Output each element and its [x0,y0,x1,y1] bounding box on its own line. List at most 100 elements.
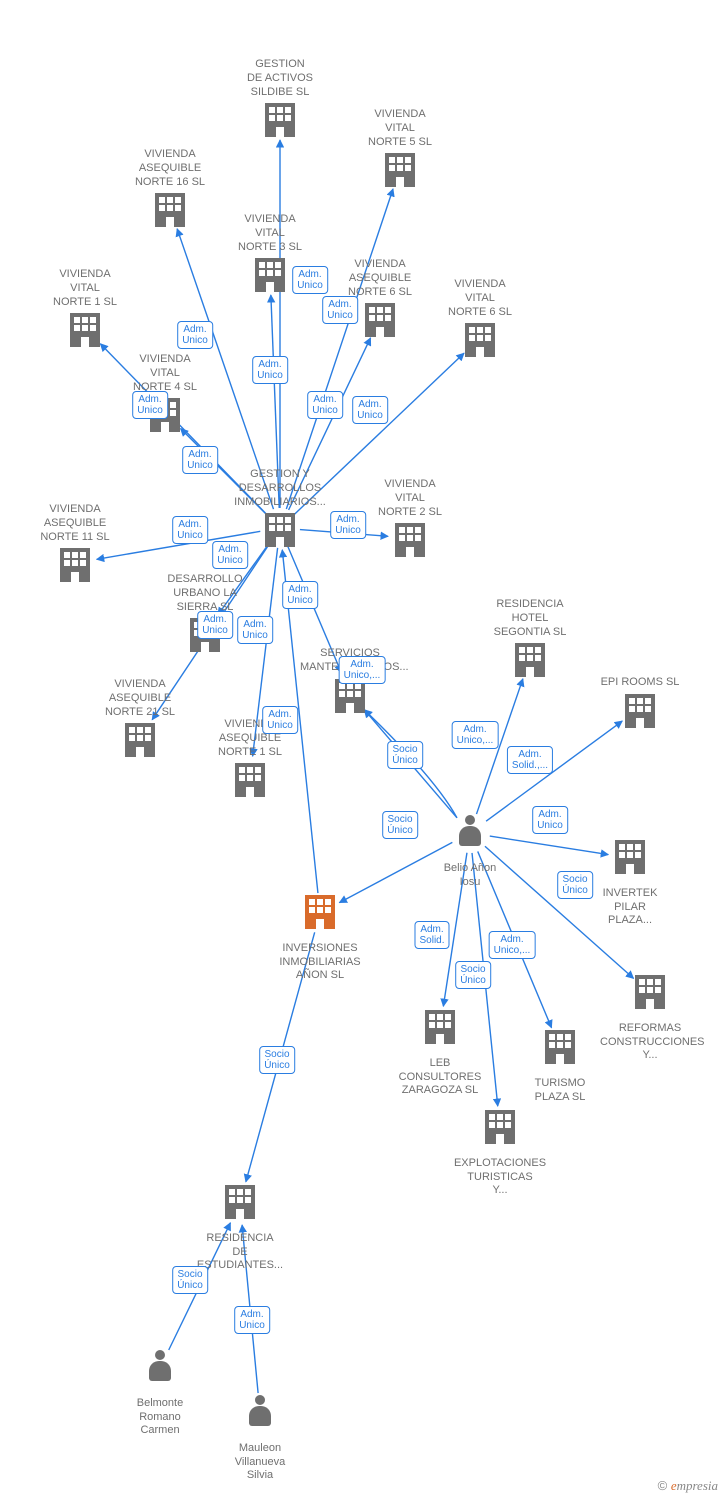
node-label: VIVIENDAASEQUIBLENORTE 16 SL [120,148,220,189]
edge-label: Adm.Solid. [414,921,449,949]
building-icon [233,763,267,801]
node-inversiones[interactable]: INVERSIONESINMOBILIARIASAÑON SL [270,895,370,983]
node-label: EPI ROOMS SL [590,676,690,690]
node-belio[interactable]: Belio AñonIosu [420,815,520,889]
node-label: Belio AñonIosu [420,862,520,890]
edge-label: Adm.Unico [307,391,343,419]
building-icon [263,513,297,551]
building-icon [393,523,427,561]
node-turismo[interactable]: TURISMOPLAZA SL [510,1030,610,1104]
edge-label: SocioÚnico [382,811,418,839]
node-label: LEBCONSULTORESZARAGOZA SL [390,1057,490,1098]
node-label: RESIDENCIAHOTELSEGONTIA SL [480,598,580,639]
building-icon [383,153,417,191]
edge-label: Adm.Unico [330,511,366,539]
node-label: REFORMASCONSTRUCCIONESY... [600,1022,700,1063]
node-label: VIVIENDAVITALNORTE 6 SL [430,278,530,319]
node-label: GESTION YDESARROLLOSINMOBILIARIOS... [230,468,330,509]
edge-label: Adm.Unico [282,581,318,609]
building-icon [613,840,647,878]
building-icon [263,103,297,141]
node-label: DESARROLLOURBANO LASIERRA SL [155,573,255,614]
node-vital6[interactable]: VIVIENDAVITALNORTE 6 SL [430,278,530,366]
edge-label: SocioÚnico [172,1266,208,1294]
building-icon [68,313,102,351]
node-aseq21[interactable]: VIVIENDAASEQUIBLENORTE 21 SL [90,678,190,766]
node-label: TURISMOPLAZA SL [510,1077,610,1105]
building-icon [123,723,157,761]
edge-label: Adm.Unico [292,266,328,294]
node-residencia_est[interactable]: RESIDENCIADEESTUDIANTES... [190,1185,290,1273]
edge-label: Adm.Unico [172,516,208,544]
person-icon [243,1395,277,1433]
building-icon [333,679,367,717]
edge-label: Adm.Solid.,... [507,746,553,774]
node-label: VIVIENDAVITALNORTE 5 SL [350,108,450,149]
node-label: VIVIENDAASEQUIBLENORTE 21 SL [90,678,190,719]
edge-label: Adm.Unico [262,706,298,734]
edge-label: Adm.Unico [322,296,358,324]
building-icon [513,643,547,681]
edge-label: Adm.Unico [182,446,218,474]
node-reformas[interactable]: REFORMASCONSTRUCCIONESY... [600,975,700,1063]
node-label: BelmonteRomanoCarmen [110,1397,210,1438]
edge-label: SocioÚnico [259,1046,295,1074]
edge-label: Adm.Unico [197,611,233,639]
node-label: EXPLOTACIONESTURISTICASY... [450,1157,550,1198]
building-icon [463,323,497,361]
node-epi_rooms[interactable]: EPI ROOMS SL [590,676,690,737]
building-icon [483,1110,517,1148]
edge-label: Adm.Unico,... [452,721,499,749]
diagram-canvas: GESTIONDE ACTIVOSSILDIBE SL VIVIENDAVITAL… [0,0,728,1500]
node-label: VIVIENDAASEQUIBLENORTE 11 SL [25,503,125,544]
node-label: INVERTEKPILARPLAZA... [580,887,680,928]
edge-label: Adm.Unico [252,356,288,384]
node-label: MauleonVillanuevaSilvia [210,1442,310,1483]
person-icon [143,1350,177,1388]
node-explotaciones[interactable]: EXPLOTACIONESTURISTICASY... [450,1110,550,1198]
edge-label: Adm.Unico [237,616,273,644]
edge-label: Adm.Unico [212,541,248,569]
node-label: VIVIENDAVITALNORTE 4 SL [115,353,215,394]
person-icon [453,815,487,853]
building-icon [153,193,187,231]
node-label: VIVIENDAVITALNORTE 1 SL [35,268,135,309]
building-icon [623,694,657,732]
edge-label: Adm.Unico [352,396,388,424]
brand-rest: mpresia [677,1478,718,1493]
edge-label: Adm.Unico [132,391,168,419]
node-vital1[interactable]: VIVIENDAVITALNORTE 1 SL [35,268,135,356]
node-gestion_activos[interactable]: GESTIONDE ACTIVOSSILDIBE SL [230,58,330,146]
building-icon [423,1010,457,1048]
node-label: INVERSIONESINMOBILIARIASAÑON SL [270,942,370,983]
node-label: VIVIENDAVITALNORTE 3 SL [220,213,320,254]
copyright: © empresia [658,1478,718,1494]
edge-label: SocioÚnico [455,961,491,989]
node-label: GESTIONDE ACTIVOSSILDIBE SL [230,58,330,99]
node-label: VIVIENDAVITALNORTE 2 SL [360,478,460,519]
node-residencia_hotel[interactable]: RESIDENCIAHOTELSEGONTIA SL [480,598,580,686]
node-leb[interactable]: LEBCONSULTORESZARAGOZA SL [390,1010,490,1098]
building-icon [223,1185,257,1223]
node-aseq16[interactable]: VIVIENDAASEQUIBLENORTE 16 SL [120,148,220,236]
building-icon [253,258,287,296]
node-invertek[interactable]: INVERTEKPILARPLAZA... [580,840,680,928]
copyright-symbol: © [658,1478,668,1493]
edge-label: Adm.Unico,... [339,656,386,684]
building-icon [543,1030,577,1068]
edge-label: Adm.Unico [177,321,213,349]
node-belmonte[interactable]: BelmonteRomanoCarmen [110,1350,210,1438]
node-aseq11[interactable]: VIVIENDAASEQUIBLENORTE 11 SL [25,503,125,591]
edge-label: SocioÚnico [387,741,423,769]
edge-label: Adm.Unico [234,1306,270,1334]
node-vital5[interactable]: VIVIENDAVITALNORTE 5 SL [350,108,450,196]
edge-label: Adm.Unico,... [489,931,536,959]
building-icon [633,975,667,1013]
building-icon [303,895,337,933]
node-label: VIVIENDAASEQUIBLENORTE 6 SL [330,258,430,299]
node-vital2[interactable]: VIVIENDAVITALNORTE 2 SL [360,478,460,566]
edge-label: Adm.Unico [532,806,568,834]
building-icon [58,548,92,586]
node-mauleon[interactable]: MauleonVillanuevaSilvia [210,1395,310,1483]
edge-label: SocioÚnico [557,871,593,899]
